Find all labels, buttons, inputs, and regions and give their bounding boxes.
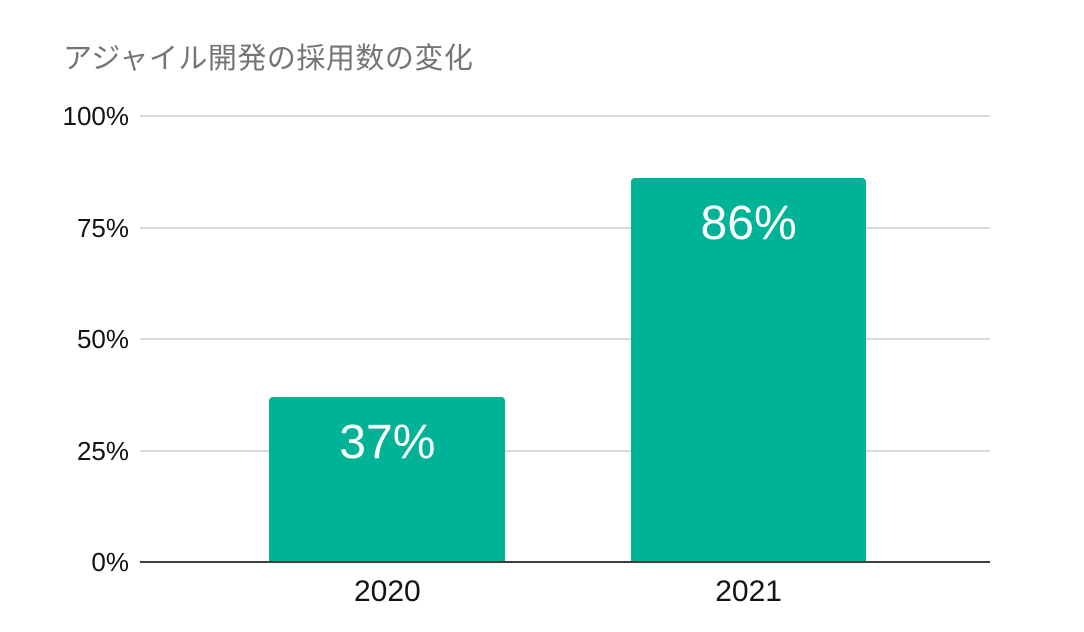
x-axis-label-2020: 2020: [353, 575, 421, 608]
gridline-100pct: [140, 115, 990, 117]
bar-value-label-2021: 86%: [700, 197, 797, 251]
plot-area: 100% 75% 50% 25% 0% 37% 86% 2020 2021: [63, 103, 990, 607]
gridline-75pct: [140, 226, 990, 229]
y-tick-label-75: 75%: [76, 212, 129, 243]
x-axis-line: [140, 561, 990, 563]
y-tick-label-100: 100%: [62, 101, 130, 131]
gridline-25pct: [140, 449, 990, 452]
bar-rect-2020: 37%: [269, 396, 506, 562]
y-tick-label-0: 0%: [91, 547, 129, 577]
bar-2021: 86%: [631, 116, 866, 562]
y-tick-label-25: 25%: [76, 435, 129, 466]
gridline-50pct: [140, 338, 990, 340]
x-axis-label-2021: 2021: [715, 575, 782, 608]
bar-value-label-2020: 37%: [339, 415, 436, 469]
chart-title: アジャイル開発の採用数の変化: [63, 43, 474, 75]
bar-rect-2021: 86%: [631, 178, 866, 562]
bar-2020: 37%: [269, 116, 506, 562]
y-tick-label-50: 50%: [76, 324, 129, 354]
